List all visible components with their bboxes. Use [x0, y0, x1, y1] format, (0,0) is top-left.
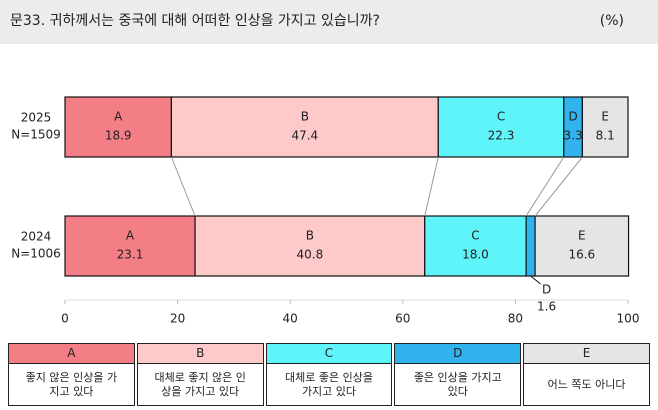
value-label: 40.8	[297, 248, 324, 262]
legend-description: 어느 쪽도 아니다	[523, 364, 650, 406]
connector	[424, 156, 439, 217]
segment-name: B	[301, 110, 309, 124]
bar-segment	[581, 96, 629, 158]
legend-key: B	[136, 343, 264, 364]
legend-item: C 대체로 좋은 인상을 가지고 있다	[265, 343, 393, 406]
legend-key: C	[265, 343, 393, 364]
x-tick-label: 80	[508, 312, 523, 326]
value-label: 22.3	[488, 129, 515, 143]
bar-segment	[170, 96, 439, 158]
header-band	[0, 0, 658, 44]
bar-segment	[194, 215, 426, 277]
segment-name: C	[471, 229, 479, 243]
legend: A 좋지 않은 인상을 가지고 있다 B 대체로 좋지 않은 인상을 가지고 있다 C 대…	[8, 343, 650, 406]
legend-item: E 어느 쪽도 아니다	[523, 343, 650, 406]
chart: 문33. 귀하께서는 중국에 대해 어떠한 인상을 가지고 있습니까? (%) …	[0, 0, 658, 326]
legend-key: A	[8, 343, 135, 364]
segment-name: C	[497, 110, 505, 124]
segment-name: E	[578, 229, 586, 243]
legend-description: 좋은 인상을 가지고 있다	[394, 364, 522, 406]
legend-item: A 좋지 않은 인상을 가지고 있다	[8, 343, 135, 406]
connector	[170, 156, 196, 217]
segment-name: B	[306, 229, 314, 243]
unit-label: (%)	[600, 13, 624, 29]
value-label: 3.3	[564, 129, 583, 143]
segment-name: D	[568, 110, 577, 124]
segment-name: D	[542, 283, 551, 297]
sample-size: N=1509	[11, 128, 61, 142]
x-tick-label: 0	[61, 312, 69, 326]
leader-line	[530, 275, 541, 285]
value-label: 16.6	[568, 248, 595, 262]
value-label: 18.9	[105, 129, 132, 143]
sample-size: N=1006	[11, 247, 61, 261]
value-label: 1.6	[537, 300, 556, 314]
chart-title: 문33. 귀하께서는 중국에 대해 어떠한 인상을 가지고 있습니까?	[10, 13, 380, 29]
value-label: 23.1	[117, 248, 144, 262]
legend-item: B 대체로 좋지 않은 인상을 가지고 있다	[136, 343, 264, 406]
x-tick-label: 20	[170, 312, 185, 326]
legend-key: D	[394, 343, 522, 364]
bar-segment	[534, 215, 630, 277]
category-label: 2024	[21, 230, 52, 244]
value-label: 18.0	[462, 248, 489, 262]
legend-description: 대체로 좋은 인상을 가지고 있다	[265, 364, 393, 406]
bar-segment	[64, 215, 196, 277]
x-tick-label: 60	[395, 312, 410, 326]
bar-segment	[64, 96, 173, 158]
segment-name: E	[601, 110, 609, 124]
x-tick-label: 100	[617, 312, 640, 326]
connector	[525, 156, 565, 217]
legend-description: 대체로 좋지 않은 인상을 가지고 있다	[136, 364, 264, 406]
legend-key: E	[523, 343, 650, 364]
bar-segment	[424, 215, 527, 277]
value-label: 47.4	[291, 129, 318, 143]
bar-segment	[563, 96, 583, 158]
category-label: 2025	[21, 111, 52, 125]
x-tick-label: 40	[283, 312, 298, 326]
legend-description: 좋지 않은 인상을 가지고 있다	[8, 364, 135, 406]
bar-segment	[525, 215, 536, 277]
bar-segment	[437, 96, 565, 158]
value-label: 8.1	[596, 129, 615, 143]
segment-name: A	[114, 110, 123, 124]
connector	[534, 156, 583, 217]
legend-item: D 좋은 인상을 가지고 있다	[394, 343, 522, 406]
segment-name: A	[126, 229, 135, 243]
